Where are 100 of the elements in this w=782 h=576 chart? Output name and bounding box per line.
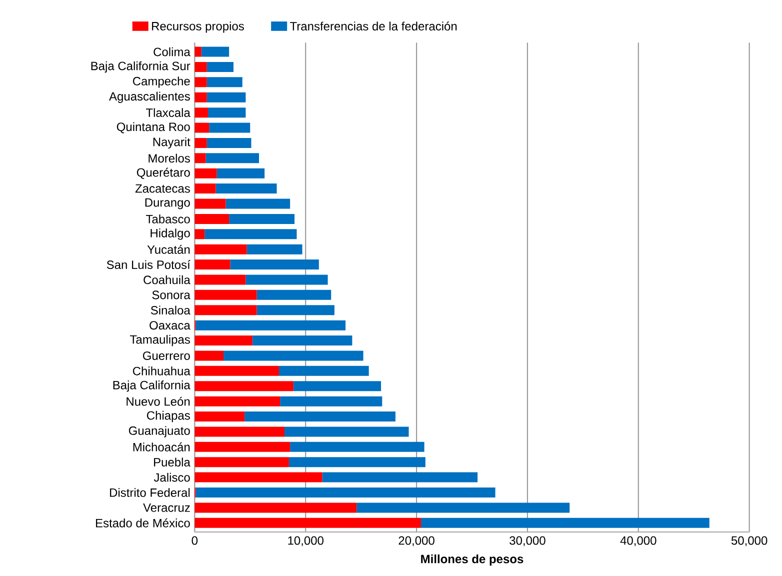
y-tick-label: Michoacán <box>133 442 190 452</box>
x-tick-label: 50,000 <box>731 536 768 546</box>
y-tick-label: Sinaloa <box>150 306 190 315</box>
y-tick-label: Morelos <box>148 154 190 163</box>
bar <box>194 518 421 528</box>
bar <box>194 168 217 178</box>
bar <box>206 138 252 148</box>
bar <box>206 153 260 164</box>
bar <box>256 305 334 316</box>
y-tick-label: Querétaro <box>136 168 190 179</box>
bar <box>194 426 285 437</box>
bar <box>194 214 230 224</box>
y-tick-label: Chihuahua <box>132 366 190 376</box>
bar <box>246 244 302 254</box>
x-tick-label: 40,000 <box>620 536 656 546</box>
y-tick-label: Durango <box>145 198 190 210</box>
bar <box>194 244 247 254</box>
bar <box>201 46 230 57</box>
y-tick-label: Sonora <box>152 290 190 300</box>
bar <box>194 290 257 300</box>
bar <box>194 46 202 57</box>
y-tick-label: Veracruz <box>143 504 190 512</box>
bar <box>194 62 207 72</box>
x-tick-label: 10,000 <box>288 536 324 546</box>
bar <box>290 442 424 452</box>
bar <box>194 77 207 88</box>
bar <box>246 274 328 285</box>
bar <box>194 396 280 406</box>
y-tick-label: Guanajuato <box>128 426 190 438</box>
bar <box>194 412 245 422</box>
bar <box>280 396 382 406</box>
y-tick-label: Guerrero <box>142 351 190 360</box>
y-tick-label: Nuevo León <box>126 396 190 406</box>
bar <box>194 366 279 376</box>
bar <box>206 62 234 72</box>
y-tick-label: Baja California <box>113 380 190 392</box>
x-tick-label: 30,000 <box>510 536 546 546</box>
y-tick-label: Aguascalientes <box>109 92 190 103</box>
bar <box>194 502 357 513</box>
bar <box>278 366 369 376</box>
bar <box>194 381 294 392</box>
bar <box>194 108 208 118</box>
bar <box>216 184 277 194</box>
bar <box>194 184 216 194</box>
x-tick-label: 20,000 <box>398 536 434 546</box>
bar <box>194 260 230 270</box>
bar <box>194 92 207 102</box>
bar <box>356 502 570 513</box>
y-tick-label: Estado de México <box>96 518 190 528</box>
y-tick-label: Colima <box>154 47 190 56</box>
bar <box>208 108 246 118</box>
bar <box>229 214 295 224</box>
bar <box>209 122 250 133</box>
legend-label: Recursos propios <box>152 22 244 33</box>
bar <box>226 198 290 209</box>
bar <box>420 518 710 528</box>
y-tick-label: Campeche <box>132 76 190 88</box>
x-tick-label: 0 <box>192 536 198 545</box>
bar <box>194 198 226 209</box>
bar <box>230 260 319 270</box>
bar <box>206 92 246 102</box>
y-tick-label: Hidalgo <box>150 228 190 240</box>
bar <box>194 153 206 164</box>
bar <box>244 412 396 422</box>
bar <box>322 472 478 482</box>
bar <box>194 122 210 133</box>
bar <box>293 381 382 392</box>
y-tick-label: Chiapas <box>146 410 190 422</box>
bar <box>194 229 205 240</box>
bar <box>288 457 426 468</box>
y-tick-label: Oaxaca <box>150 321 190 330</box>
bar <box>194 305 257 316</box>
y-tick-label: Tabasco <box>146 214 190 224</box>
y-tick-label: Nayarit <box>153 137 190 149</box>
y-tick-label: Baja California Sur <box>91 61 190 73</box>
y-tick-label: Distrito Federal <box>110 488 190 497</box>
y-tick-label: Jalisco <box>154 472 190 482</box>
x-axis-title: Millones de pesos <box>421 554 524 566</box>
bar <box>206 77 242 88</box>
bar <box>194 336 252 346</box>
bar <box>196 487 496 498</box>
bar <box>194 274 246 285</box>
bar <box>194 350 224 361</box>
bar <box>194 457 289 468</box>
bar <box>224 350 364 361</box>
bar <box>196 320 346 330</box>
y-tick-label: Zacatecas <box>135 184 190 193</box>
y-tick-label: Puebla <box>154 458 190 467</box>
bar <box>194 138 207 148</box>
bar <box>252 336 352 346</box>
bar <box>256 290 332 300</box>
y-tick-label: Yucatán <box>147 244 190 254</box>
y-tick-label: Coahuila <box>144 275 190 284</box>
legend-label: Transferencias de la federación <box>290 22 457 31</box>
y-tick-label: Tlaxcala <box>146 108 190 117</box>
bar <box>216 168 265 178</box>
y-tick-label: Tamaulipas <box>130 334 190 346</box>
bar <box>204 229 297 240</box>
bar <box>194 472 322 482</box>
y-tick-label: Quintana Roo <box>116 122 190 134</box>
